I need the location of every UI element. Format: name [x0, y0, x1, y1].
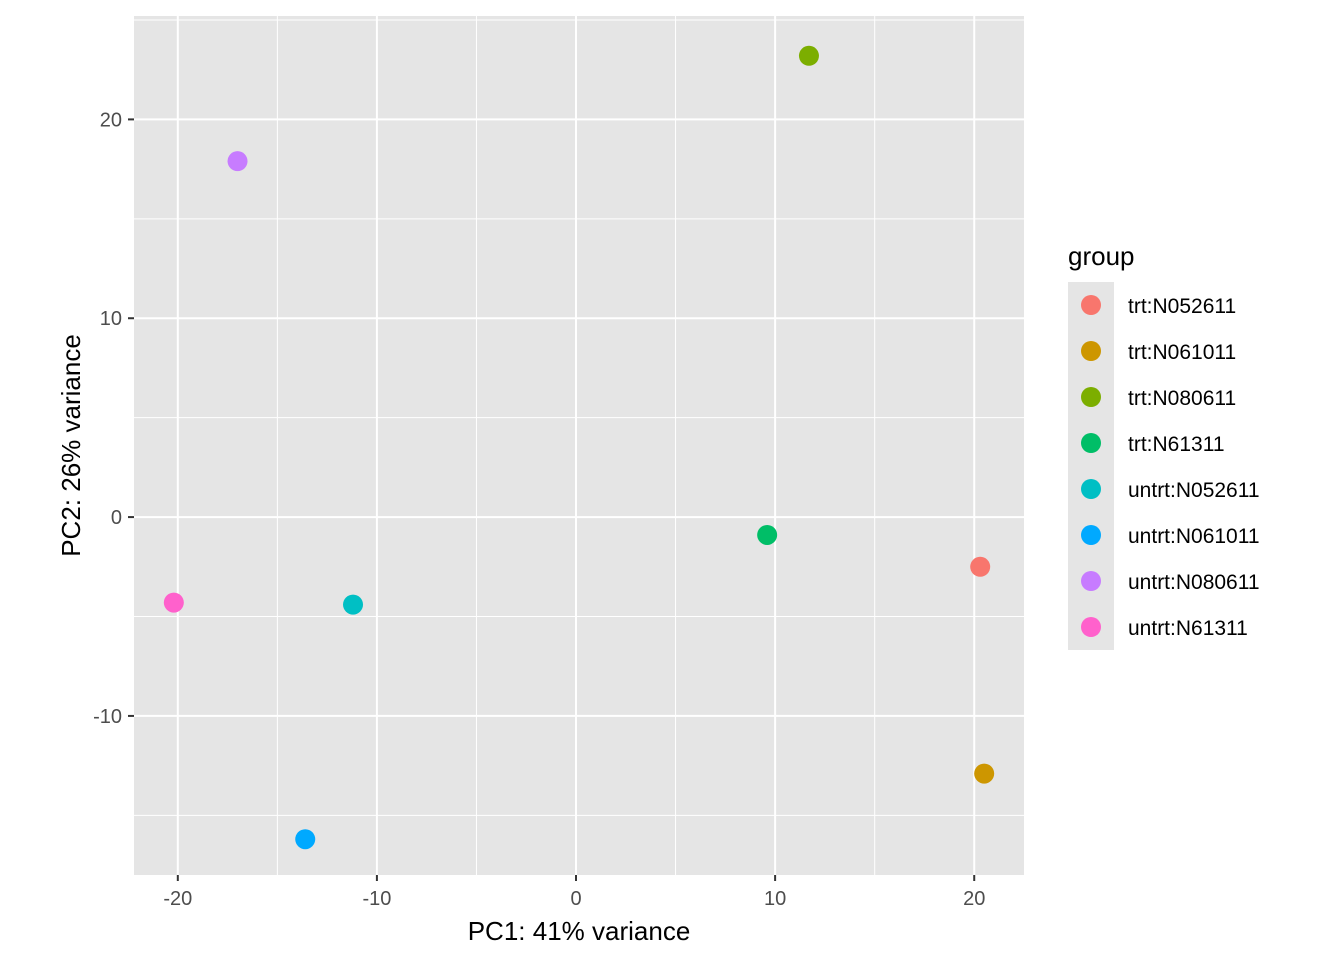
legend-key — [1081, 479, 1101, 499]
legend-label: untrt:N61311 — [1128, 617, 1248, 640]
legend-label: trt:N052611 — [1128, 295, 1236, 318]
legend-label: trt:N080611 — [1128, 387, 1236, 410]
legend-key — [1081, 617, 1101, 637]
legend-key — [1081, 341, 1101, 361]
y-tick-label: 0 — [111, 507, 122, 529]
x-tick-label: -10 — [362, 888, 391, 910]
legend-label: untrt:N080611 — [1128, 571, 1260, 594]
y-tick-label: -10 — [93, 706, 122, 728]
data-point — [757, 524, 778, 545]
legend-key — [1081, 295, 1101, 315]
legend-label: untrt:N052611 — [1128, 479, 1260, 502]
data-point — [974, 763, 995, 784]
data-points — [163, 45, 995, 850]
x-tick-label: 20 — [963, 888, 985, 910]
legend: group trt:N052611trt:N061011trt:N080611t… — [1068, 241, 1260, 650]
data-point — [343, 594, 364, 615]
data-point — [227, 151, 248, 172]
y-tick-label: 20 — [100, 109, 122, 131]
major-gridlines — [134, 16, 1024, 875]
legend-key — [1081, 571, 1101, 591]
x-axis-title: PC1: 41% variance — [468, 916, 691, 946]
legend-label: trt:N061011 — [1128, 341, 1236, 364]
axis-tick-labels: -20 -10 0 10 20 -10 0 10 20 — [93, 109, 985, 910]
data-point — [970, 556, 991, 577]
plot-panel — [134, 16, 1024, 875]
x-tick-label: 10 — [764, 888, 786, 910]
y-tick-label: 10 — [100, 308, 122, 330]
data-point — [163, 592, 184, 613]
axis-ticks — [128, 118, 976, 881]
legend-key — [1081, 433, 1101, 453]
x-tick-label: -20 — [163, 888, 192, 910]
y-axis-title: PC2: 26% variance — [56, 334, 86, 557]
legend-items: trt:N052611 trt:N061011 trt:N080611 trt:N61… — [1081, 295, 1260, 640]
legend-key-background — [1068, 282, 1114, 650]
legend-label: untrt:N061011 — [1128, 525, 1260, 548]
legend-title: group — [1068, 241, 1135, 271]
legend-label: trt:N61311 — [1128, 433, 1225, 456]
legend-key — [1081, 387, 1101, 407]
x-tick-label: 0 — [570, 888, 581, 910]
legend-key — [1081, 525, 1101, 545]
data-point — [798, 45, 819, 66]
minor-gridlines — [134, 16, 1024, 875]
data-point — [295, 829, 316, 850]
